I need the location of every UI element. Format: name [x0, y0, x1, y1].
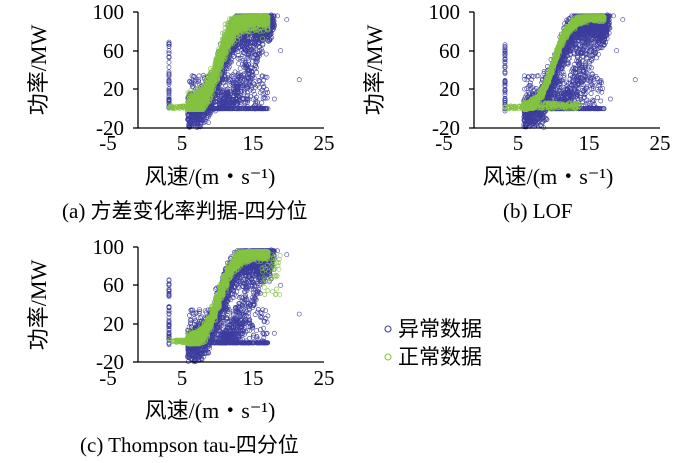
anomaly-point	[258, 91, 262, 95]
anomaly-point	[285, 18, 289, 22]
anomaly-point	[167, 65, 171, 69]
anomaly-point	[167, 49, 171, 53]
panel-a-ylabel: 功率/MW	[26, 25, 51, 116]
panel-b: 100 60 20 -20 -5 5 15 25 功率/MW 风速/(m・s⁻¹…	[362, 0, 671, 223]
panel-a-xtick-label: 15	[243, 131, 264, 155]
panel-a-ytick-label: 60	[103, 39, 124, 63]
anomaly-point	[237, 62, 241, 66]
anomaly-point	[279, 49, 283, 53]
panel-a-ytick-label: 20	[103, 77, 124, 101]
anomaly-point	[167, 60, 171, 64]
panel-a-xtick-label: -5	[99, 131, 117, 155]
anomaly-point	[260, 101, 264, 105]
panel-a-caption: (a) 方差变化率判据-四分位	[62, 199, 308, 223]
panel-a-points	[167, 13, 301, 130]
panel-a-xtick-label: 25	[314, 131, 335, 155]
panel-a-xtick-label: 5	[177, 131, 188, 155]
anomaly-point	[297, 78, 301, 82]
panel-a-xlabel: 风速/(m・s⁻¹)	[145, 164, 276, 189]
panel-a-ytick-label: 100	[93, 0, 125, 24]
panel-b-points	[503, 13, 637, 130]
anomaly-point	[272, 97, 276, 101]
anomaly-point	[206, 121, 210, 125]
panel-a: 100 60 20 -20 -5 5 15 25 功率/MW 风速/(m・s⁻¹…	[26, 0, 335, 223]
anomaly-point	[238, 67, 242, 71]
